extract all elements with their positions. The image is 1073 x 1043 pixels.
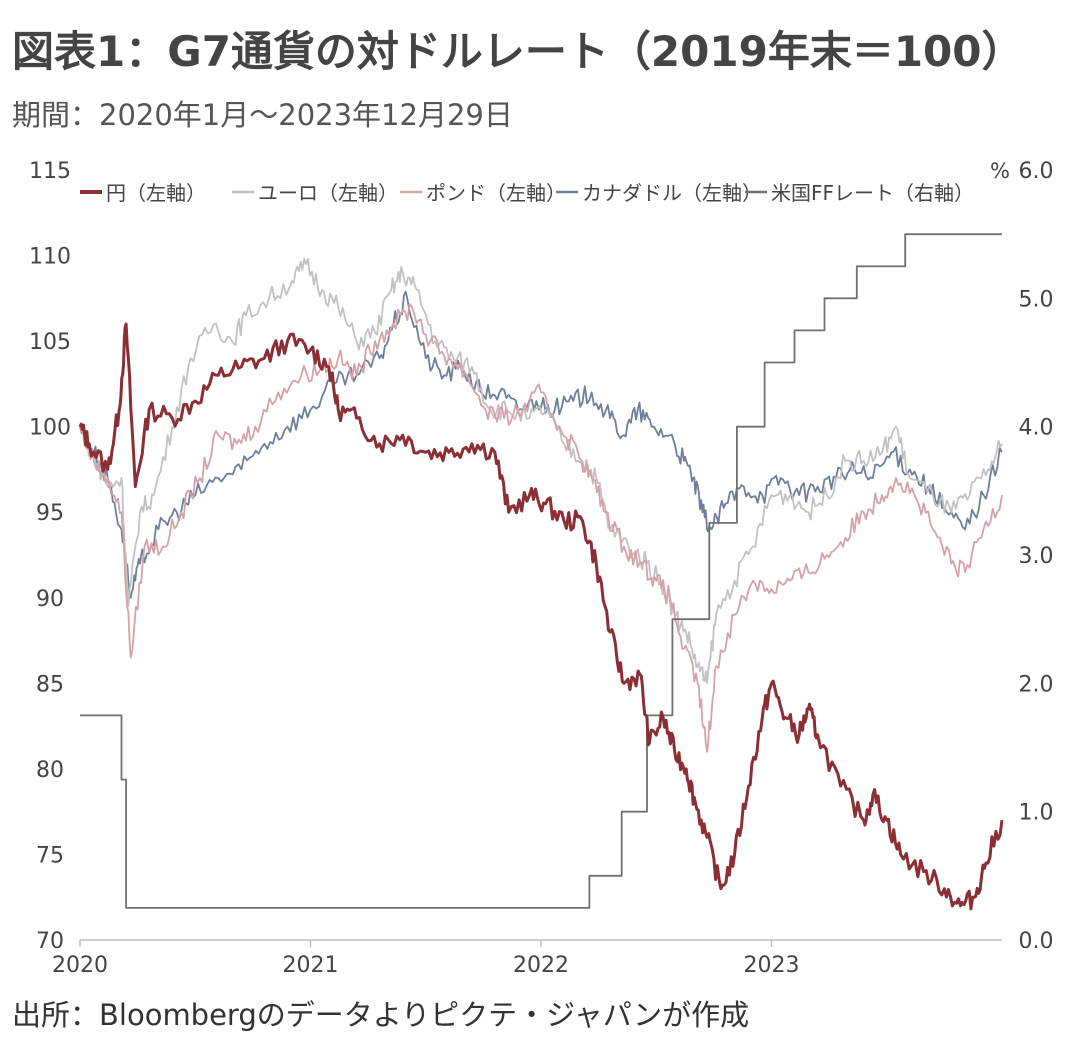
chart-title: 図表1：G7通貨の対ドルレート（2019年末＝100） (12, 27, 1024, 76)
legend-label: ユーロ（左軸） (258, 181, 398, 205)
left-tick-label: 85 (36, 672, 64, 697)
x-axis-ticks: 2020 2021 2022 2023 (52, 940, 800, 978)
right-axis-ticks: 0.0 1.0 2.0 3.0 4.0 5.0 6.0 (1019, 159, 1054, 954)
left-tick-label: 90 (36, 587, 64, 612)
series-line-2 (79, 303, 1003, 753)
left-tick-label: 110 (29, 245, 71, 270)
left-tick-label: 95 (36, 501, 64, 526)
right-tick-label: 5.0 (1019, 287, 1054, 312)
x-tick-label: 2020 (52, 953, 108, 978)
right-tick-label: 0.0 (1019, 929, 1054, 954)
legend-label: 米国FFレート（右軸） (771, 181, 974, 205)
right-tick-label: 2.0 (1019, 672, 1054, 697)
left-tick-label: 115 (29, 159, 71, 184)
left-tick-label: 105 (29, 330, 71, 355)
series-line-3 (79, 290, 1003, 599)
series-lines (78, 233, 1004, 911)
fx-chart: 70 75 80 85 90 95 100 105 110 115 0.0 1.0 2.0 3.0 4.0… (29, 159, 1054, 978)
series-line-1 (79, 257, 1003, 685)
chart-period: 期間：2020年1月～2023年12月29日 (12, 98, 513, 132)
x-tick-label: 2021 (283, 953, 339, 978)
legend-label: カナダドル（左軸） (582, 181, 762, 205)
x-tick-label: 2022 (513, 953, 569, 978)
left-tick-label: 70 (36, 929, 64, 954)
legend-label: 円（左軸） (106, 181, 206, 205)
series-line-0 (78, 322, 1004, 911)
right-tick-label: 6.0 (1019, 159, 1054, 184)
legend: 円（左軸） ユーロ（左軸） ポンド（左軸） カナダドル（左軸） 米国FFレート（右軸） (80, 181, 974, 205)
series-line-4 (80, 233, 1002, 909)
right-tick-label: 3.0 (1019, 544, 1054, 569)
left-tick-label: 75 (36, 843, 64, 868)
right-axis-unit: % (990, 159, 1010, 183)
left-tick-label: 80 (36, 758, 64, 783)
left-tick-label: 100 (29, 416, 71, 441)
right-tick-label: 4.0 (1019, 416, 1054, 441)
x-tick-label: 2023 (744, 953, 800, 978)
right-tick-label: 1.0 (1019, 801, 1054, 826)
chart-source: 出所：Bloombergのデータよりピクテ・ジャパンが作成 (12, 998, 750, 1032)
left-axis-ticks: 70 75 80 85 90 95 100 105 110 115 (29, 159, 71, 954)
legend-label: ポンド（左軸） (426, 181, 566, 205)
